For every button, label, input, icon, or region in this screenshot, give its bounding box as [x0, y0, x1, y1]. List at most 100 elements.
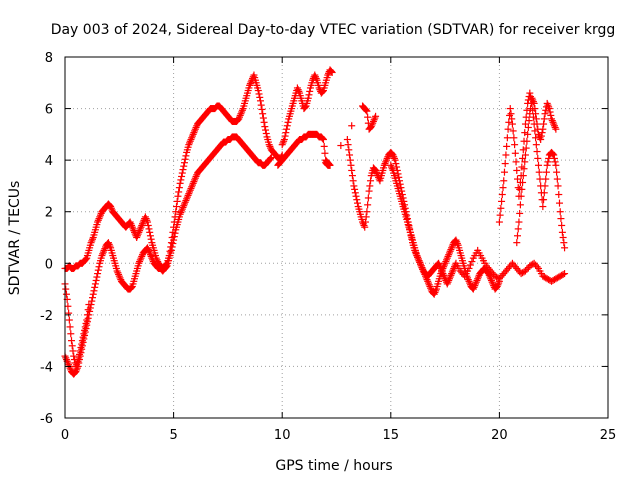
- data-point: [256, 97, 264, 105]
- data-point: [144, 218, 152, 226]
- data-point: [185, 141, 193, 149]
- data-point: [257, 101, 265, 109]
- data-point: [550, 120, 558, 128]
- data-point: [440, 271, 448, 279]
- data-point: [77, 344, 85, 352]
- data-point: [418, 264, 426, 272]
- data-point: [430, 290, 438, 298]
- data-point: [170, 236, 178, 244]
- data-point: [542, 175, 550, 183]
- data-point: [92, 276, 100, 284]
- data-point: [94, 218, 102, 226]
- data-point: [247, 78, 255, 86]
- data-point: [360, 221, 368, 229]
- data-point: [350, 182, 358, 190]
- data-point: [524, 123, 532, 131]
- data-point: [541, 182, 549, 190]
- data-point: [513, 166, 521, 174]
- data-point: [392, 160, 400, 168]
- data-point: [235, 115, 243, 123]
- data-point: [555, 191, 563, 199]
- data-point: [178, 205, 186, 213]
- data-point: [444, 252, 452, 260]
- data-point: [301, 103, 309, 111]
- data-point: [363, 107, 371, 115]
- data-point: [180, 202, 188, 210]
- data-point: [78, 340, 86, 348]
- data-point: [523, 137, 531, 145]
- data-point: [73, 359, 81, 367]
- data-point: [319, 87, 327, 95]
- data-point: [521, 151, 529, 159]
- data-point: [278, 141, 286, 149]
- data-point: [172, 203, 180, 211]
- data-point: [539, 125, 547, 133]
- data-point: [551, 123, 559, 131]
- data-point: [498, 191, 506, 199]
- data-point: [114, 269, 122, 277]
- data-point: [541, 110, 549, 118]
- data-point: [174, 192, 182, 200]
- data-point: [436, 263, 444, 271]
- data-point: [439, 270, 447, 278]
- data-point: [552, 161, 560, 169]
- data-point: [351, 189, 359, 197]
- data-point: [168, 243, 176, 251]
- data-point: [500, 177, 508, 185]
- series-track-g: [495, 89, 569, 252]
- data-point: [101, 245, 109, 253]
- data-point: [437, 266, 445, 274]
- data-point: [382, 158, 390, 166]
- data-point: [324, 71, 332, 79]
- data-point: [94, 266, 102, 274]
- series-track-b: [61, 133, 275, 378]
- data-point: [413, 252, 421, 260]
- data-point: [182, 152, 190, 160]
- data-point: [191, 127, 199, 135]
- data-point: [487, 276, 495, 284]
- data-point: [510, 134, 518, 142]
- data-point: [318, 134, 326, 142]
- data-point: [372, 166, 380, 174]
- data-point: [192, 172, 200, 180]
- data-point: [473, 276, 481, 284]
- data-point: [96, 213, 104, 221]
- data-point: [561, 244, 569, 252]
- data-point: [70, 352, 78, 360]
- data-point: [548, 149, 556, 157]
- data-point: [279, 139, 287, 147]
- data-point: [167, 246, 175, 254]
- data-point: [512, 158, 520, 166]
- data-point: [502, 151, 510, 159]
- data-point: [472, 280, 480, 288]
- data-point: [182, 197, 190, 205]
- data-point: [369, 119, 377, 127]
- x-tick-label: 10: [274, 428, 291, 443]
- data-point: [178, 172, 186, 180]
- data-point: [443, 254, 451, 262]
- y-tick-label: 0: [45, 257, 53, 272]
- data-point: [107, 203, 115, 211]
- data-point: [146, 228, 154, 236]
- data-point: [100, 246, 108, 254]
- data-point: [115, 272, 123, 280]
- data-point: [133, 234, 141, 241]
- data-point: [497, 204, 505, 212]
- data-point: [535, 168, 543, 176]
- data-point: [500, 168, 508, 176]
- data-point: [326, 161, 334, 169]
- axis-ticks: [64, 56, 609, 419]
- data-point: [349, 177, 357, 185]
- data-point: [445, 251, 453, 259]
- data-point: [62, 285, 70, 293]
- data-point: [191, 174, 199, 182]
- data-point: [553, 175, 561, 183]
- data-point: [99, 250, 107, 258]
- data-point: [116, 274, 124, 282]
- data-point: [529, 98, 537, 106]
- data-point: [361, 218, 369, 226]
- data-point: [346, 151, 354, 159]
- data-point: [559, 234, 567, 241]
- data-point: [186, 186, 194, 194]
- data-point: [533, 148, 541, 156]
